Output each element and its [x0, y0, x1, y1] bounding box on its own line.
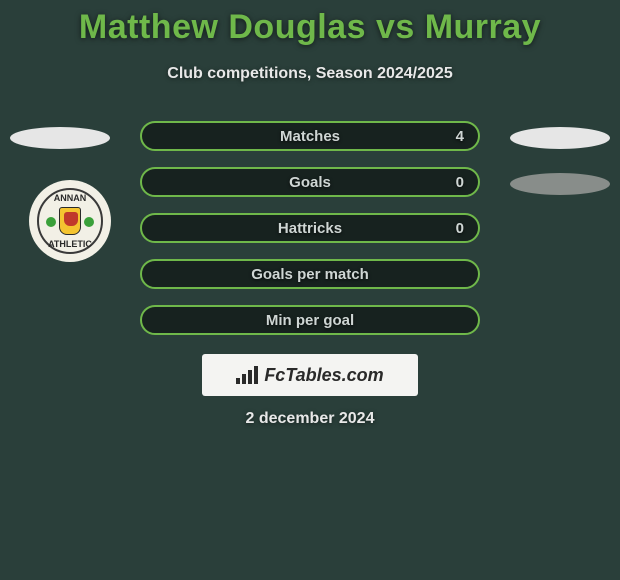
stat-value: 0 — [456, 169, 464, 195]
stat-row: Min per goal — [0, 297, 620, 343]
stat-pill: Min per goal — [140, 305, 480, 335]
stat-label: Goals — [142, 169, 478, 195]
stat-row: Goals per match — [0, 251, 620, 297]
fctables-label: FcTables.com — [264, 365, 383, 386]
thistle-icon — [46, 217, 56, 227]
date-text: 2 december 2024 — [0, 410, 620, 428]
club-badge-text-top: ANNAN — [39, 193, 101, 203]
club-badge-icon: ANNAN ATHLETIC — [29, 180, 111, 262]
thistle-icon — [84, 217, 94, 227]
shield-icon — [59, 207, 81, 235]
stat-pill: Goals per match — [140, 259, 480, 289]
bar-chart-icon — [236, 366, 258, 384]
stat-label: Matches — [142, 123, 478, 149]
stat-label: Hattricks — [142, 215, 478, 241]
stat-pill: Hattricks 0 — [140, 213, 480, 243]
page-title: Matthew Douglas vs Murray — [0, 0, 620, 47]
stat-value: 4 — [456, 123, 464, 149]
player-avatar-right-placeholder — [510, 173, 610, 195]
fctables-link[interactable]: FcTables.com — [202, 354, 418, 396]
stat-pill: Matches 4 — [140, 121, 480, 151]
stat-label: Goals per match — [142, 261, 478, 287]
stat-pill: Goals 0 — [140, 167, 480, 197]
stat-row: Matches 4 — [0, 113, 620, 159]
page-subtitle: Club competitions, Season 2024/2025 — [0, 65, 620, 83]
stat-value: 0 — [456, 215, 464, 241]
club-badge-text-bottom: ATHLETIC — [39, 239, 101, 249]
club-badge-inner: ANNAN ATHLETIC — [37, 188, 103, 254]
stat-label: Min per goal — [142, 307, 478, 333]
player-avatar-left-placeholder — [10, 127, 110, 149]
player-avatar-right-placeholder — [510, 127, 610, 149]
